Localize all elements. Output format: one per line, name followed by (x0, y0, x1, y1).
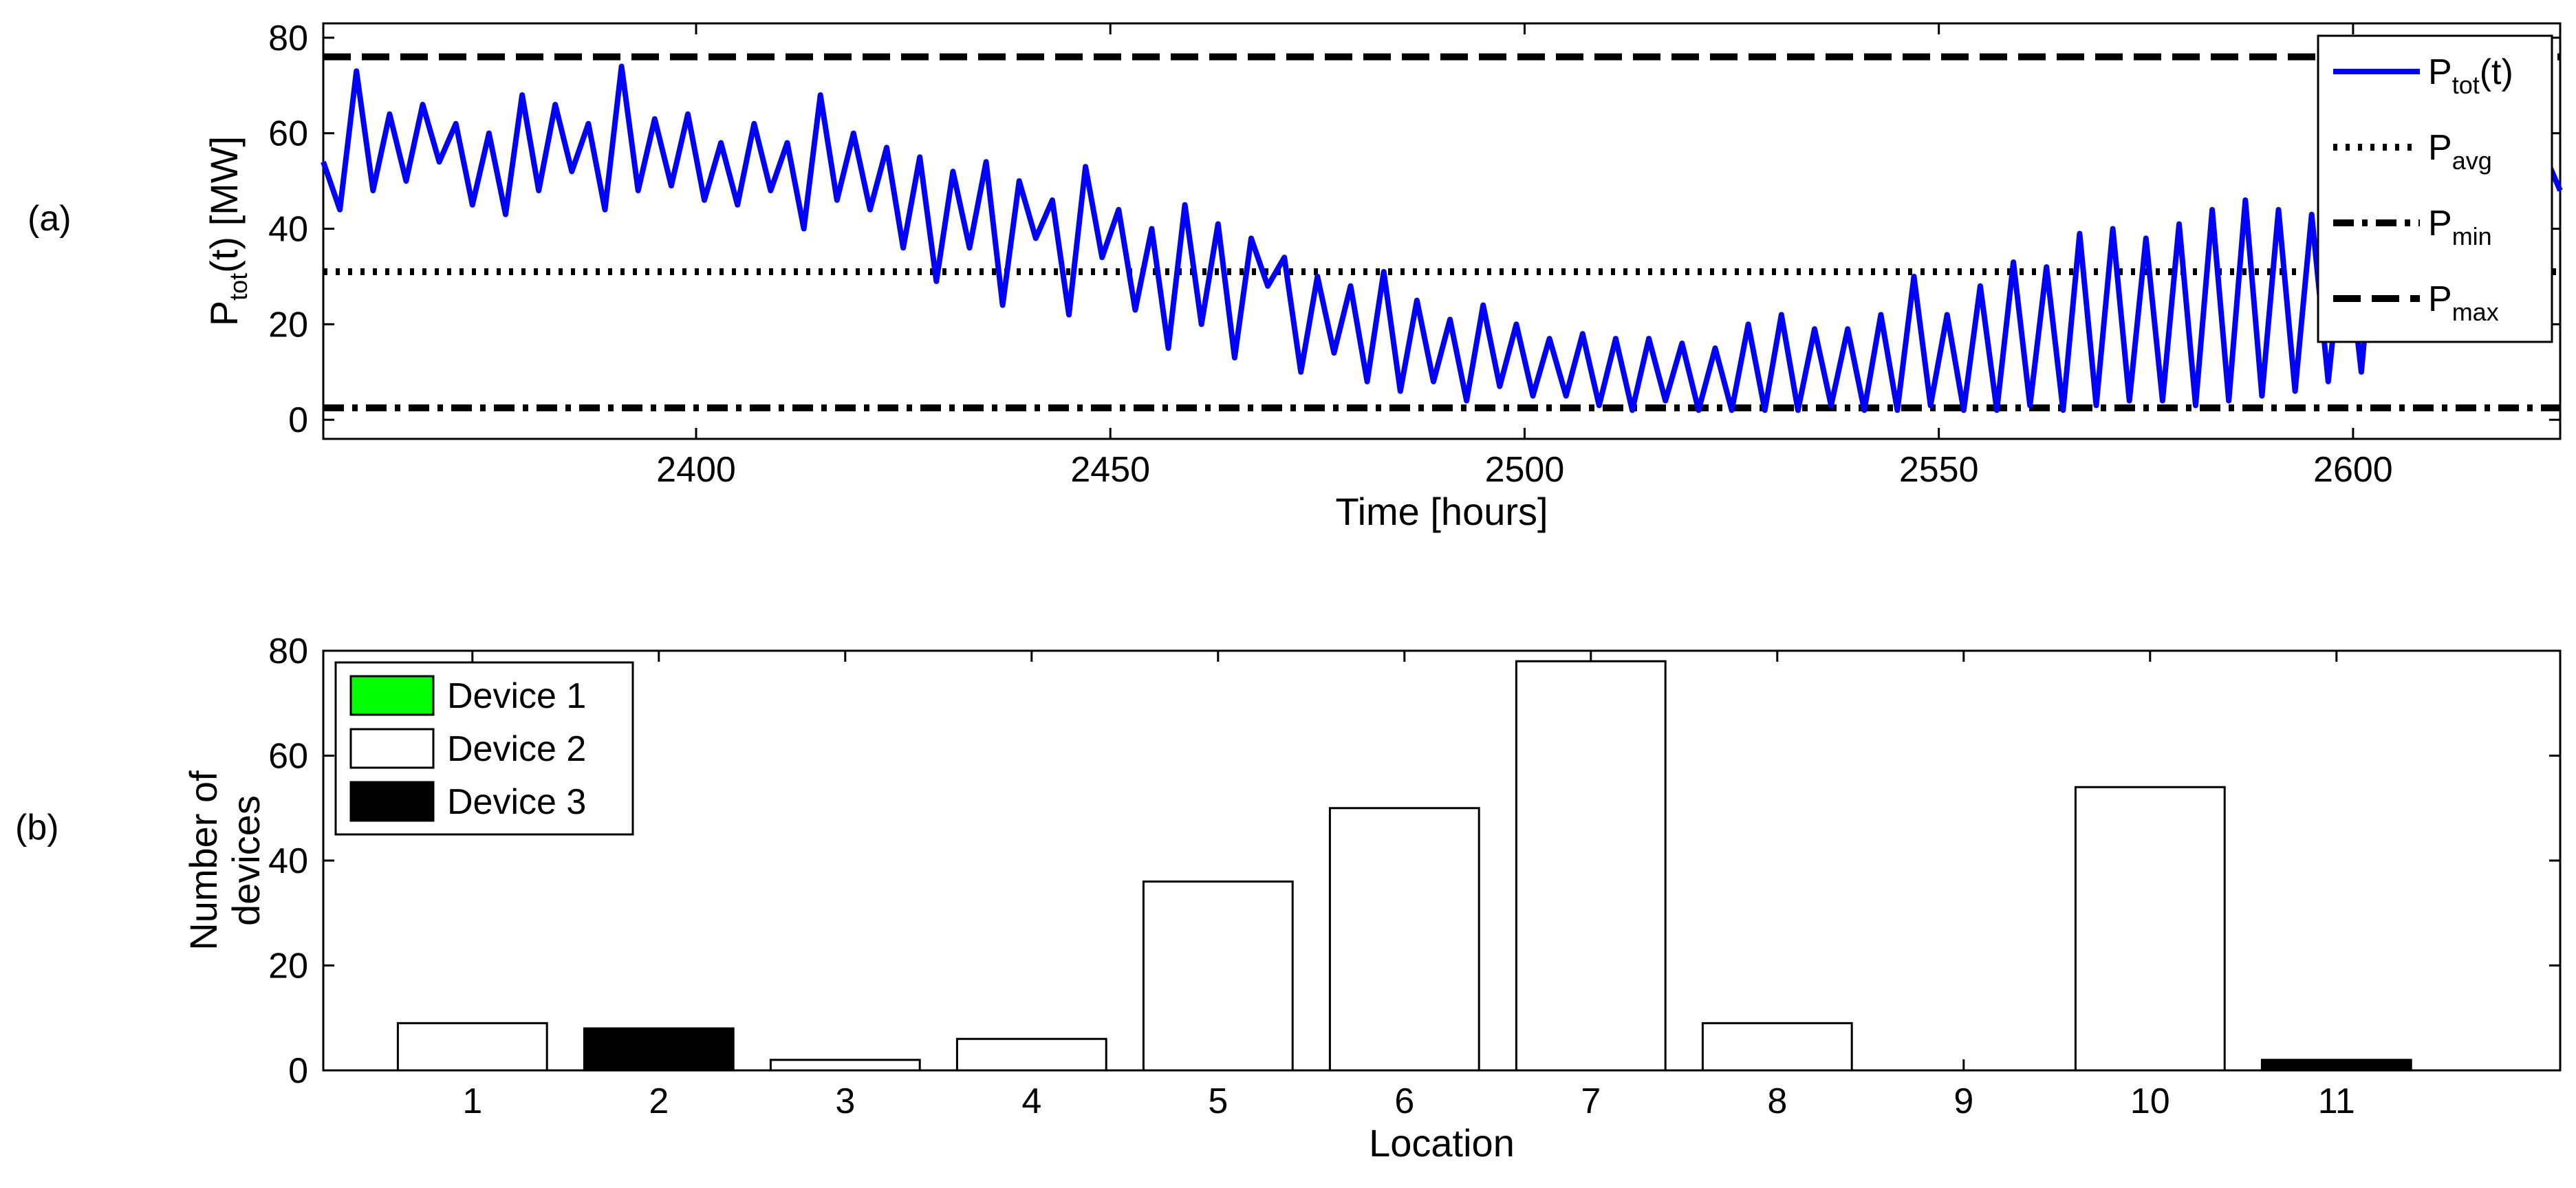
legend-label-a: Ptot(t) (2428, 52, 2513, 99)
y-axis-label-line-b: devices (224, 795, 268, 926)
bar-location-2 (583, 1027, 735, 1072)
y-tick-label-a: 40 (268, 210, 308, 250)
bar-location-8 (1701, 1022, 1853, 1072)
x-tick-label-b: 6 (1394, 1081, 1414, 1121)
bar-location-10 (2074, 786, 2226, 1072)
y-tick-label-b: 0 (288, 1051, 308, 1091)
legend-label-a: Pavg (2428, 128, 2492, 175)
bar-location-3 (769, 1059, 921, 1072)
legend-swatch-b (349, 728, 435, 769)
x-tick-label-a: 2450 (1070, 450, 1150, 490)
bar-location-1 (396, 1022, 548, 1072)
y-axis-label-a: Ptot(t) [MW] (202, 136, 252, 326)
x-tick-label-b: 3 (835, 1081, 855, 1121)
bar-chart-b: 0 20 40 60 80 1 2 3 4 5 6 7 8 9 10 11 Location Number of d… (182, 631, 2562, 1165)
legend-label-a: Pmin (2428, 204, 2492, 250)
x-tick-label-b: 8 (1767, 1081, 1787, 1121)
x-tick-label-b: 10 (2130, 1081, 2170, 1121)
y-tick-label-a: 60 (268, 114, 308, 154)
line-chart-a: 0 20 40 60 80 2400 2450 2500 2550 2600 Time [hours… (202, 19, 2563, 533)
y-axis-label-b: Number of devices (182, 770, 268, 951)
y-tick-label-b: 80 (268, 631, 308, 671)
y-axis-label-line-b: Number of (182, 770, 225, 951)
x-tick-label-a: 2600 (2313, 450, 2393, 490)
x-tick-label-b: 2 (649, 1081, 669, 1121)
y-tick-label-a: 0 (288, 400, 308, 440)
panel-a-label: (a) (28, 199, 72, 239)
x-tick-label-a: 2550 (1899, 450, 1979, 490)
x-tick-label-b: 1 (462, 1081, 482, 1121)
x-tick-label-b: 4 (1021, 1081, 1041, 1121)
y-axis-label-text-a: Ptot(t) [MW] (202, 136, 252, 326)
y-tick-label-a: 80 (268, 19, 308, 58)
x-tick-label-b: 5 (1208, 1081, 1228, 1121)
legend-swatch-b (349, 675, 435, 716)
bar-location-4 (955, 1037, 1107, 1072)
y-tick-label-b: 60 (268, 737, 308, 777)
x-tick-label-b: 7 (1581, 1081, 1601, 1121)
bar-location-7 (1515, 660, 1667, 1072)
legend-label-b: Device 2 (447, 729, 586, 769)
x-tick-label-a: 2500 (1485, 450, 1565, 490)
legend-swatch-b (349, 781, 435, 822)
legend-label-b: Device 3 (447, 782, 586, 822)
legend-a (2317, 34, 2553, 343)
legend-label-b: Device 1 (447, 676, 586, 716)
y-tick-label-b: 40 (268, 841, 308, 881)
series-line-ptot (321, 63, 2563, 413)
x-tick-label-b: 9 (1953, 1081, 1973, 1121)
x-tick-label-a: 2400 (656, 450, 736, 490)
y-tick-label-b: 20 (268, 947, 308, 986)
x-tick-label-b: 11 (2318, 1081, 2355, 1121)
bar-location-5 (1142, 881, 1294, 1072)
plot-area-a (322, 22, 2562, 440)
panel-b-label: (b) (15, 808, 59, 847)
x-axis-label-a: Time [hours] (1335, 490, 1548, 533)
y-tick-label-a: 20 (268, 305, 308, 345)
bar-location-11 (2260, 1059, 2412, 1072)
x-axis-label-b: Location (1369, 1121, 1515, 1165)
legend-label-a: Pmax (2428, 279, 2499, 326)
bar-location-6 (1328, 807, 1480, 1072)
